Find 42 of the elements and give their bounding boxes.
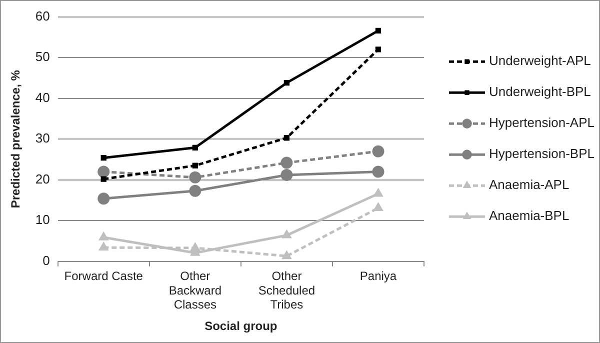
point — [190, 242, 200, 251]
point — [100, 155, 106, 161]
x-tick-label: Other Backward Classes — [168, 268, 222, 312]
point — [282, 250, 292, 260]
point — [189, 171, 202, 184]
y-tick-label: 30 — [35, 130, 50, 146]
x-axis-title: Social group — [204, 319, 278, 334]
point — [192, 162, 198, 168]
legend-label: Anaemia-APL — [489, 177, 570, 192]
y-tick-label: 10 — [35, 212, 50, 228]
y-tick-label: 40 — [35, 90, 50, 105]
point — [372, 166, 384, 178]
x-tick-label: Other Scheduled Tribes — [258, 268, 316, 312]
point — [100, 176, 106, 182]
point — [98, 192, 110, 205]
point — [189, 184, 202, 197]
point — [375, 46, 382, 52]
point — [192, 144, 198, 150]
legend-label: Underweight-BPL — [489, 84, 591, 100]
legend-label: Anaemia-BPL — [489, 208, 570, 224]
y-tick-label: 60 — [35, 8, 50, 24]
point — [284, 135, 290, 141]
point — [280, 156, 293, 169]
point — [284, 80, 290, 86]
legend-label: Hypertension-BPL — [489, 146, 594, 162]
point — [98, 231, 109, 240]
y-tick-label: 50 — [35, 49, 50, 64]
y-axis-title: Predicted prevalence, % — [8, 70, 23, 208]
x-tick-label: Forward Caste — [64, 268, 144, 283]
point — [280, 168, 293, 181]
point — [373, 188, 384, 197]
legend-label: Hypertension-APL — [489, 115, 594, 130]
point — [372, 145, 384, 158]
point — [282, 229, 292, 238]
legend-label: Underweight-APL — [489, 53, 591, 68]
x-tick-label: Paniya — [360, 268, 397, 283]
point — [373, 202, 384, 211]
point — [98, 242, 109, 251]
point — [98, 166, 110, 178]
y-tick-label: 0 — [42, 252, 50, 268]
point — [375, 28, 382, 34]
y-tick-label: 20 — [35, 171, 50, 186]
